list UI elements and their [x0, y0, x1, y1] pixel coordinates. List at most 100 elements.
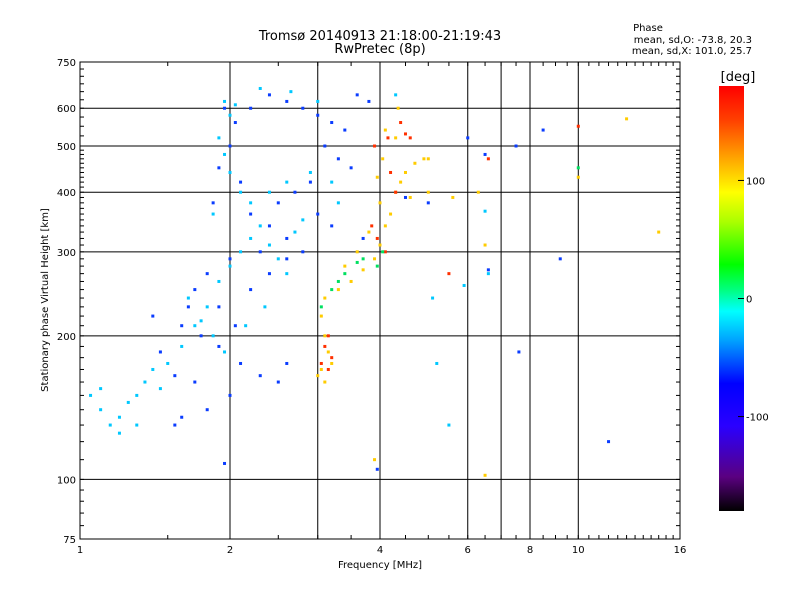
data-point: [199, 334, 203, 338]
data-point: [263, 305, 267, 309]
data-point: [517, 350, 521, 354]
data-point: [267, 243, 271, 247]
data-point: [233, 324, 237, 328]
data-point: [285, 257, 289, 261]
data-point: [99, 387, 103, 391]
data-point: [375, 236, 379, 240]
data-point: [276, 380, 280, 384]
data-point: [323, 344, 327, 348]
data-point: [180, 344, 184, 348]
y-tick-label: 200: [57, 332, 76, 343]
data-point: [403, 170, 407, 174]
data-point: [158, 350, 162, 354]
data-point: [336, 201, 340, 205]
data-point: [223, 99, 227, 103]
data-point: [378, 243, 382, 247]
data-point: [447, 272, 451, 276]
data-point: [117, 431, 121, 435]
data-point: [151, 367, 155, 371]
data-point: [483, 152, 487, 156]
y-axis-label: Stationary phase Virtual Height [km]: [40, 208, 51, 392]
data-point: [249, 106, 253, 110]
data-point: [308, 170, 312, 174]
data-point: [326, 350, 330, 354]
data-point: [135, 423, 139, 427]
data-point: [330, 356, 334, 360]
x-tick-label: 8: [527, 545, 533, 556]
data-point: [375, 264, 379, 268]
data-point: [319, 361, 323, 365]
grid-lines: [79, 61, 681, 540]
data-point: [228, 144, 232, 148]
data-point: [447, 423, 451, 427]
data-point: [381, 250, 385, 254]
data-point: [375, 467, 379, 471]
data-point: [413, 161, 417, 165]
data-point: [143, 380, 147, 384]
data-point: [370, 224, 374, 228]
data-point: [151, 314, 155, 318]
data-point: [223, 106, 227, 110]
data-point: [330, 361, 334, 365]
data-point: [233, 121, 237, 125]
data-point: [166, 361, 170, 365]
data-point: [426, 157, 430, 161]
data-point: [217, 279, 221, 283]
data-point: [233, 103, 237, 107]
data-point: [228, 170, 232, 174]
chart-subtitle: RwPretec (8p): [334, 42, 425, 57]
data-point: [217, 166, 221, 170]
data-point: [293, 190, 297, 194]
data-point: [576, 175, 580, 179]
data-point: [173, 374, 177, 378]
data-point: [285, 236, 289, 240]
data-point: [486, 268, 490, 272]
data-point: [361, 236, 365, 240]
data-point: [466, 136, 470, 140]
data-point: [396, 106, 400, 110]
x-tick-label: 16: [674, 545, 687, 556]
data-point: [326, 367, 330, 371]
data-point: [239, 361, 243, 365]
data-point: [435, 361, 439, 365]
data-point: [483, 473, 487, 477]
data-point: [301, 106, 305, 110]
data-point: [228, 264, 232, 268]
data-point: [399, 180, 403, 184]
data-point: [426, 201, 430, 205]
data-point: [336, 279, 340, 283]
data-point: [343, 264, 347, 268]
data-point: [186, 305, 190, 309]
data-point: [408, 195, 412, 199]
data-point: [267, 93, 271, 97]
data-point: [173, 423, 177, 427]
data-point: [316, 99, 320, 103]
data-point: [330, 224, 334, 228]
data-point: [267, 224, 271, 228]
data-point: [211, 334, 215, 338]
data-point: [276, 201, 280, 205]
data-point: [158, 387, 162, 391]
data-point: [361, 268, 365, 272]
data-point: [126, 400, 130, 404]
data-point: [326, 334, 330, 338]
data-point: [394, 93, 398, 97]
data-point: [223, 152, 227, 156]
y-tick-label: 75: [63, 535, 76, 546]
data-point: [193, 324, 197, 328]
data-point: [558, 257, 562, 261]
x-tick-label: 1: [77, 545, 83, 556]
data-point: [135, 393, 139, 397]
data-point: [323, 380, 327, 384]
data-point: [205, 272, 209, 276]
data-point: [276, 257, 280, 261]
data-point: [349, 279, 353, 283]
data-point: [180, 324, 184, 328]
data-point: [239, 250, 243, 254]
y-tick-label: 500: [57, 142, 76, 153]
data-point: [223, 350, 227, 354]
data-point: [316, 374, 320, 378]
data-point: [330, 180, 334, 184]
data-point: [476, 190, 480, 194]
data-point: [383, 128, 387, 132]
